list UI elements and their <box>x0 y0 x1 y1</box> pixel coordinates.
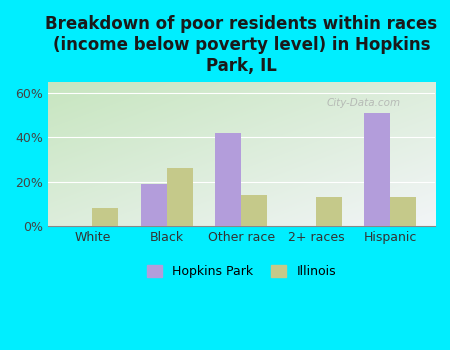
Bar <box>92 208 118 226</box>
Bar <box>241 195 267 226</box>
Bar <box>215 133 241 226</box>
Legend: Hopkins Park, Illinois: Hopkins Park, Illinois <box>140 258 342 285</box>
Bar <box>390 197 416 226</box>
Bar <box>316 197 342 226</box>
Bar <box>167 168 193 226</box>
Bar <box>364 113 390 226</box>
Bar <box>141 184 167 226</box>
Title: Breakdown of poor residents within races
(income below poverty level) in Hopkins: Breakdown of poor residents within races… <box>45 15 437 75</box>
Text: City-Data.com: City-Data.com <box>327 98 400 108</box>
